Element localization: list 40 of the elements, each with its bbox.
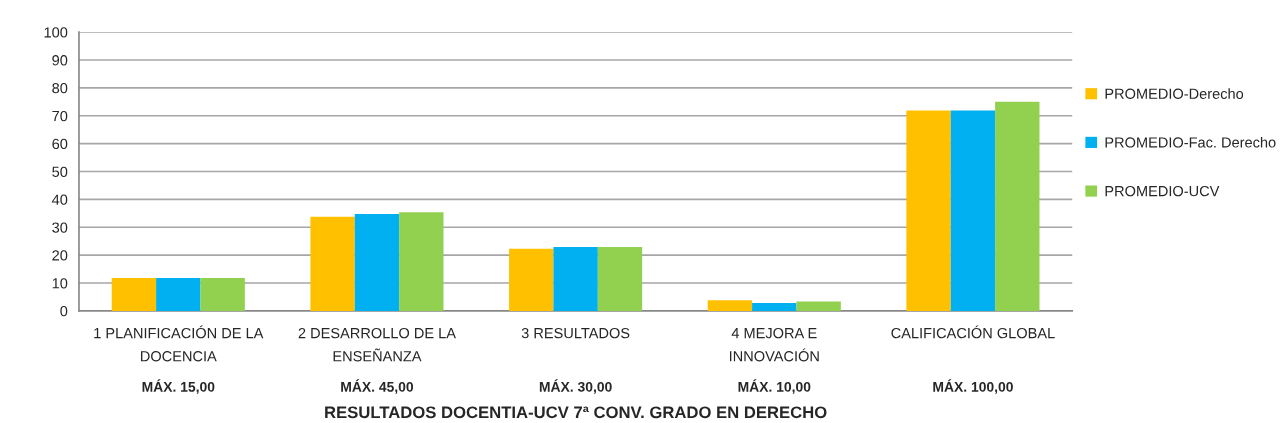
bar [796, 301, 841, 311]
y-tick-label: 70 [52, 110, 68, 122]
y-tick-label: 100 [44, 27, 68, 38]
bar [597, 247, 643, 311]
bar [310, 216, 355, 311]
text: MÁX. 15,00 [142, 379, 215, 394]
legend-label: PROMEDIO-UCV [1105, 185, 1220, 197]
bar [354, 213, 400, 311]
y-tick-label: 40 [51, 194, 68, 205]
y-tick-label: 30 [52, 222, 68, 233]
text: MÁX. 45,00 [341, 379, 414, 394]
x-tick-label: 3 RESULTADOS [521, 327, 630, 339]
bar [200, 278, 245, 311]
bar [950, 110, 996, 311]
legend-label: PROMEDIO-Fac. Derecho [1105, 136, 1276, 148]
bar [707, 300, 753, 311]
legend-label: PROMEDIO-Derecho [1105, 88, 1244, 99]
text: MÁX. 10,00 [738, 379, 811, 394]
bar [111, 278, 157, 311]
y-tick-label: 60 [52, 138, 68, 150]
bar [509, 248, 554, 311]
bar [553, 247, 598, 311]
text: MÁX. 30,00 [539, 379, 612, 394]
y-tick-label: 80 [52, 83, 68, 94]
x-tick-label: 1 PLANIFICACIÓN DE LA DOCENCIA [94, 325, 264, 362]
bar [752, 303, 797, 311]
y-tick-label: 50 [52, 166, 68, 177]
y-tick-label: 10 [52, 278, 68, 289]
bar [995, 101, 1040, 311]
x-tick-label: 2 DESARROLLO DE LA ENSEÑANZA [298, 327, 456, 362]
x-tick-label: 4 MEJORA E INNOVACIÓN [729, 327, 819, 362]
x-tick-label: CALIFICACIÓN GLOBAL [891, 325, 1055, 339]
bar [399, 212, 444, 311]
bar [906, 110, 951, 311]
y-tick-label: 90 [52, 55, 68, 66]
y-tick-label: 20 [52, 250, 68, 261]
y-tick-label: 0 [60, 306, 68, 317]
x-axis-title: RESULTADOS DOCENTIA-UCV 7ª CONV. GRADO EN DERECHO [325, 406, 827, 419]
bar [156, 278, 201, 311]
text: MÁX. 100,00 [933, 379, 1013, 394]
